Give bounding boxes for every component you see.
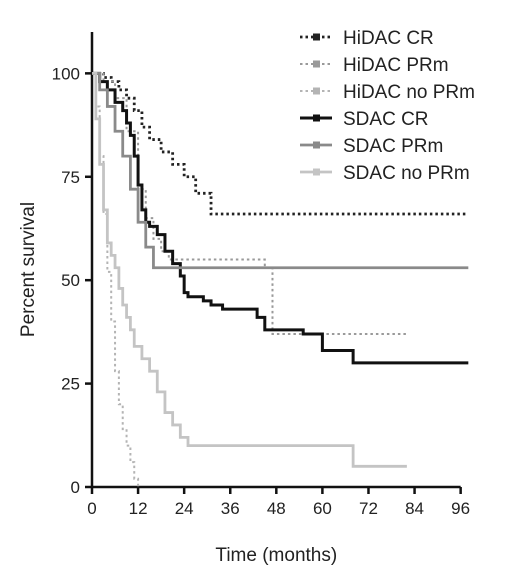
series-line-4 xyxy=(92,71,469,365)
legend-label-4: SDAC CR xyxy=(343,109,429,130)
y-tick-label: 0 xyxy=(71,478,80,497)
y-tick-label: 25 xyxy=(61,375,80,394)
legend-label-5: SDAC PRm xyxy=(343,136,443,157)
series-line-5 xyxy=(92,71,469,270)
x-tick-label: 48 xyxy=(267,499,286,518)
x-tick-label: 96 xyxy=(451,499,470,518)
x-tick-label: 0 xyxy=(87,499,96,518)
legend-label-6: SDAC no PRm xyxy=(343,163,470,184)
x-tick-label: 36 xyxy=(221,499,240,518)
legend-label-1: HiDAC CR xyxy=(343,28,434,49)
axes: 0 25 50 75 100 0 12 24 36 48 60 72 84 96 xyxy=(52,32,470,518)
y-tick-label: 75 xyxy=(61,168,80,187)
legend-marker-3 xyxy=(313,87,320,95)
y-tick-label: 50 xyxy=(61,271,80,290)
legend-label-2: HiDAC PRm xyxy=(343,55,449,76)
series-layer xyxy=(92,71,469,487)
legend-marker-4 xyxy=(313,114,320,122)
legend-marker-2 xyxy=(313,60,320,68)
series-line-1 xyxy=(92,71,469,216)
y-tick-label: 100 xyxy=(52,64,80,83)
legend-marker-5 xyxy=(313,141,320,149)
series-line-6 xyxy=(92,71,407,468)
legend-label-3: HiDAC no PRm xyxy=(343,82,475,103)
legend: HiDAC CR HiDAC PRm HiDAC no PRm SDAC CR SDAC… xyxy=(300,28,475,184)
legend-marker-6 xyxy=(313,168,320,176)
x-tick-label: 60 xyxy=(313,499,332,518)
x-tick-label: 72 xyxy=(359,499,378,518)
y-axis-title: Percent survival xyxy=(18,202,39,337)
x-tick-label: 84 xyxy=(405,499,424,518)
legend-marker-1 xyxy=(313,33,320,41)
x-tick-label: 24 xyxy=(175,499,194,518)
x-tick-label: 12 xyxy=(129,499,148,518)
series-line-2 xyxy=(92,72,407,335)
x-axis-title: Time (months) xyxy=(215,545,337,566)
